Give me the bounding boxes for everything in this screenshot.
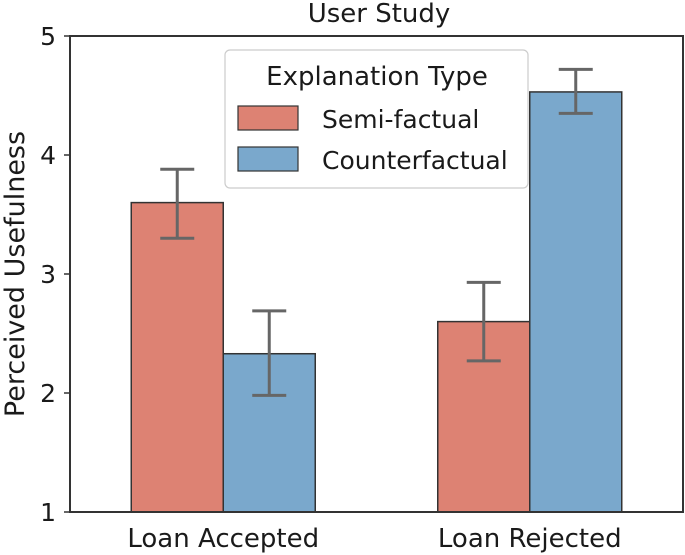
bar-semi-factual-0 bbox=[130, 201, 224, 513]
y-tick-label: 1 bbox=[40, 498, 56, 527]
legend-label-semi-factual: Semi-factual bbox=[322, 105, 479, 134]
x-tick-label: Loan Rejected bbox=[438, 524, 622, 554]
y-axis-label: Perceived Usefulness bbox=[0, 131, 31, 417]
y-ticks: 1 2 3 4 5 bbox=[40, 22, 70, 527]
y-tick-label: 4 bbox=[40, 141, 56, 170]
y-tick-label: 3 bbox=[40, 260, 56, 289]
plot-frame bbox=[69, 35, 684, 513]
y-tick-label: 2 bbox=[40, 379, 56, 408]
legend: Explanation Type Semi-factual Counterfac… bbox=[224, 49, 529, 189]
legend-swatch-counterfactual bbox=[237, 146, 299, 172]
chart-title: User Study bbox=[308, 0, 451, 29]
x-ticks: Loan Accepted Loan Rejected bbox=[127, 524, 621, 554]
error-bars bbox=[160, 67, 593, 397]
legend-title: Explanation Type bbox=[266, 62, 488, 92]
bars bbox=[130, 91, 623, 513]
y-tick-label: 5 bbox=[40, 22, 56, 51]
legend-swatch-semi-factual bbox=[237, 105, 299, 131]
legend-box bbox=[224, 49, 529, 189]
legend-label-counterfactual: Counterfactual bbox=[322, 146, 508, 175]
y-axis-label-group: Perceived Usefulness bbox=[0, 131, 31, 417]
bar-counterfactual-1 bbox=[529, 91, 623, 513]
x-tick-label: Loan Accepted bbox=[127, 524, 319, 554]
